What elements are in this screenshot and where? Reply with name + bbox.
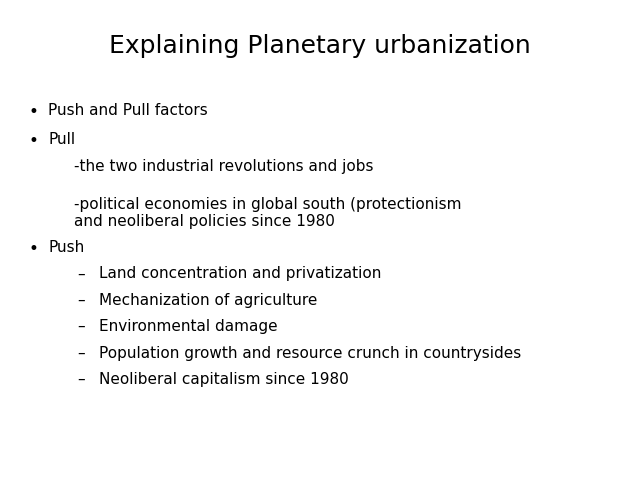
Text: Explaining Planetary urbanization: Explaining Planetary urbanization (109, 34, 531, 58)
Text: Population growth and resource crunch in countrysides: Population growth and resource crunch in… (99, 346, 522, 360)
Text: •: • (29, 103, 38, 121)
Text: –: – (77, 372, 84, 387)
Text: Environmental damage: Environmental damage (99, 319, 278, 334)
Text: –: – (77, 319, 84, 334)
Text: –: – (77, 346, 84, 360)
Text: •: • (29, 132, 38, 150)
Text: Pull: Pull (48, 132, 75, 147)
Text: Mechanization of agriculture: Mechanization of agriculture (99, 293, 317, 308)
Text: •: • (29, 240, 38, 258)
Text: Land concentration and privatization: Land concentration and privatization (99, 266, 381, 281)
Text: Neoliberal capitalism since 1980: Neoliberal capitalism since 1980 (99, 372, 349, 387)
Text: –: – (77, 266, 84, 281)
Text: –: – (77, 293, 84, 308)
Text: -political economies in global south (protectionism
and neoliberal policies sinc: -political economies in global south (pr… (74, 197, 461, 229)
Text: Push and Pull factors: Push and Pull factors (48, 103, 208, 118)
Text: -the two industrial revolutions and jobs: -the two industrial revolutions and jobs (74, 159, 373, 174)
Text: Push: Push (48, 240, 84, 255)
